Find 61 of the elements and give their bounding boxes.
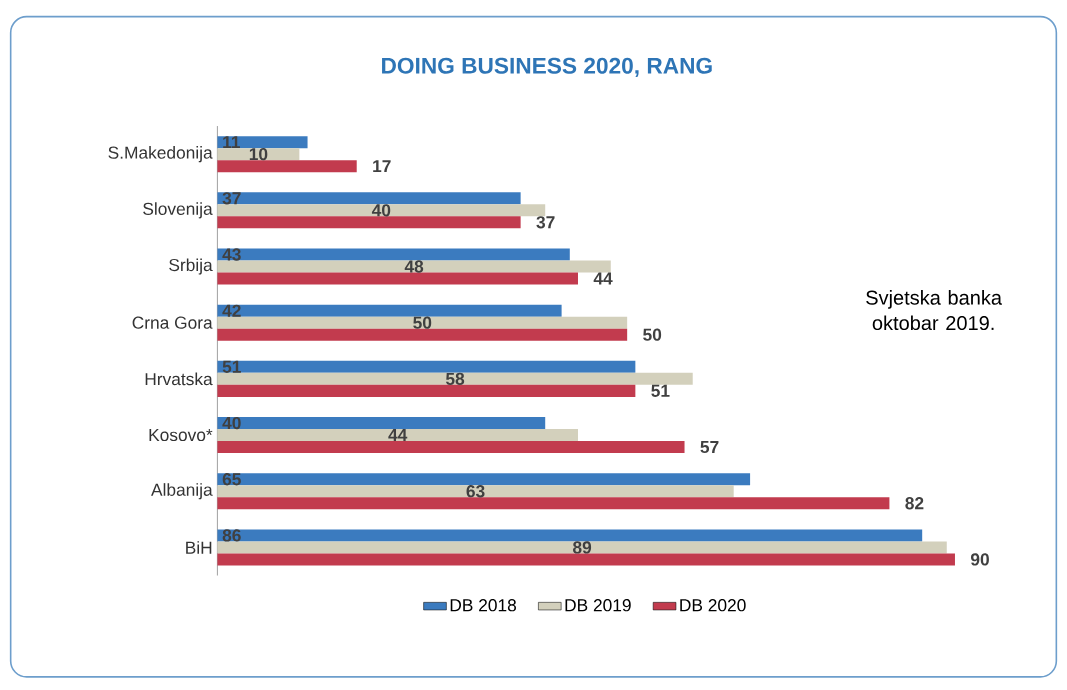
bar [217,360,636,373]
bar [217,248,570,261]
data-label: 90 [970,553,989,566]
bar [217,136,308,149]
data-label: 40 [222,416,241,430]
chart-title: DOING BUSINESS 2020, RANG [382,57,712,77]
bar [217,416,546,429]
data-label: 11 [223,136,240,148]
y-tick-label: Crna Gora [132,316,213,329]
legend-label: DB 2019 [565,598,631,612]
annotation: Svjetska banka oktobar 2019. [866,289,1003,330]
data-label: 63 [466,484,485,498]
bar [217,372,693,385]
data-label: 37 [536,216,555,229]
data-label: 40 [371,204,391,217]
bar [217,304,562,317]
bar [217,260,611,273]
data-label: 51 [651,384,670,397]
y-tick-label: Slovenija [143,202,213,219]
data-label: 86 [222,529,241,542]
data-label: 89 [572,541,592,554]
data-label: 51 [222,360,241,373]
data-label: 37 [222,192,241,205]
bar [217,541,947,554]
bar [217,485,734,498]
y-tick-label: Srbija [169,258,213,275]
bar [217,384,636,397]
data-label: 44 [388,428,408,441]
data-label: 43 [222,248,241,261]
bar [217,553,955,566]
data-label: 65 [222,472,241,486]
data-label: 48 [404,260,424,273]
data-label: 10 [249,147,268,161]
y-tick-label: S.Makedonija [108,145,213,163]
y-tick-label: BiH [186,541,212,554]
y-tick-label: Albanija [151,483,213,500]
bar [217,497,890,510]
data-label: 82 [905,497,924,510]
bar [217,204,546,217]
bar [217,272,578,285]
data-label: 50 [643,328,662,341]
data-label: 17 [373,160,391,172]
y-tick-label: Kosovo* [149,428,213,441]
data-label: 57 [700,440,719,453]
bar [217,316,628,329]
bar [217,328,628,341]
bar [217,473,751,486]
legend-label: DB 2018 [450,598,517,612]
bar [217,529,923,542]
bar [217,148,300,161]
bar [217,160,357,173]
bar [217,216,521,229]
bar [217,192,521,205]
y-tick-label: Hrvatska [145,372,213,386]
bar [217,428,578,441]
data-label: 50 [413,316,432,329]
data-label: 42 [222,304,241,317]
bar [217,440,685,453]
data-label: 58 [445,372,465,385]
legend-label: DB 2020 [680,598,746,612]
data-label: 44 [593,272,613,285]
